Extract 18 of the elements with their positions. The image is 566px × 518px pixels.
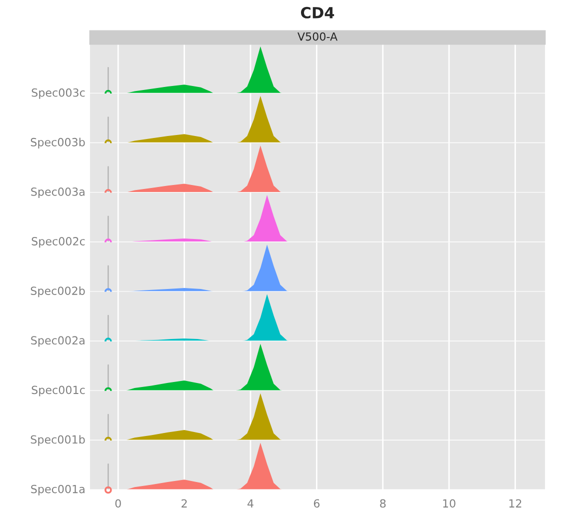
x-tick-label: 12 [509, 499, 522, 508]
y-axis-title: Spec001c [32, 386, 85, 396]
y-axis-title: Spec001a [31, 484, 84, 496]
x-tick-label: 0 [115, 499, 121, 508]
y-axis-title: Spec002a [31, 336, 84, 347]
y-axis-title: Spec001b [30, 435, 85, 446]
y-axis-title: Spec003a [31, 187, 84, 198]
y-axis-title: Spec002b [30, 286, 85, 298]
x-tick-label: 2 [182, 499, 187, 508]
x-tick-label: 4 [248, 499, 254, 508]
y-axis-title: Spec003b [30, 138, 85, 148]
y-axis-title: Spec002c [32, 237, 85, 248]
chart-title: CD4 [301, 6, 334, 18]
y-axis-title: Spec003c [32, 88, 85, 99]
chart-subtitle: V500-A [298, 32, 338, 41]
x-tick-label: 10 [443, 499, 456, 508]
x-tick-label: 6 [314, 499, 320, 508]
x-tick-label: 8 [380, 499, 386, 508]
